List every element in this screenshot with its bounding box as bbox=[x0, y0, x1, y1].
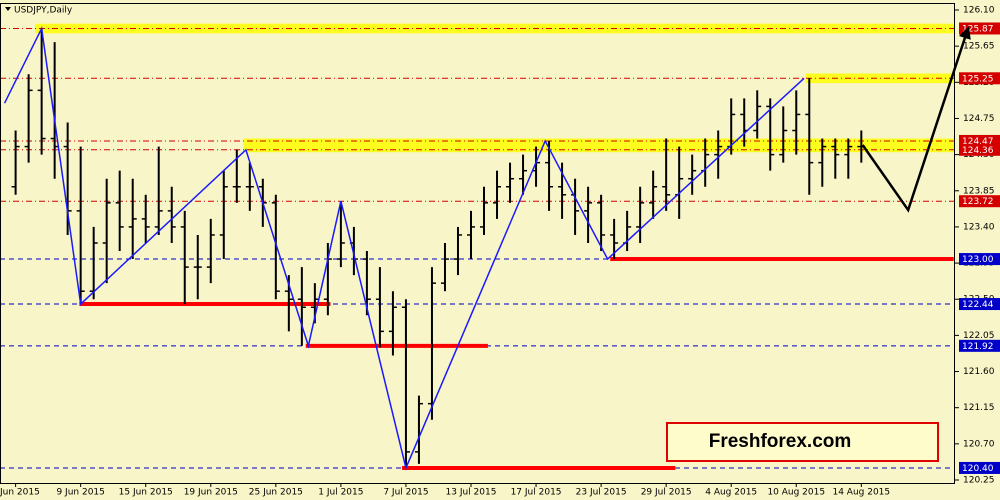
x-tick-label: 23 Jul 2015 bbox=[576, 488, 627, 498]
y-tick-label: 120.25 bbox=[963, 476, 995, 486]
x-tick-label: 15 Jun 2015 bbox=[119, 488, 173, 498]
level-label-box bbox=[959, 195, 1000, 208]
level-label-box bbox=[959, 339, 1000, 352]
level-label: 124.47 bbox=[962, 137, 994, 147]
watermark: Freshforex.com bbox=[709, 431, 852, 452]
forecast-arrow bbox=[861, 26, 971, 213]
zone bbox=[243, 138, 955, 153]
x-tick-label: 3 Jun 2015 bbox=[0, 488, 40, 498]
level-label-box bbox=[959, 253, 1000, 266]
plot-frame bbox=[0, 3, 955, 484]
y-tick-label: 121.60 bbox=[963, 367, 995, 377]
y-tick-label: 124.75 bbox=[963, 114, 995, 124]
level-label-box bbox=[959, 298, 1000, 311]
level-label: 121.92 bbox=[962, 342, 994, 352]
x-tick-label: 7 Jul 2015 bbox=[383, 488, 428, 498]
y-tick-label: 121.15 bbox=[963, 403, 995, 413]
watermark-box bbox=[666, 422, 939, 462]
level-label: 120.40 bbox=[962, 464, 994, 474]
x-tick-label: 17 Jul 2015 bbox=[511, 488, 562, 498]
x-tick-label: 25 Jun 2015 bbox=[249, 488, 303, 498]
y-tick-label: 123.85 bbox=[963, 186, 995, 196]
x-tick-label: 1 Jul 2015 bbox=[318, 488, 363, 498]
y-tick-label: 125.65 bbox=[963, 42, 995, 52]
y-tick-label: 120.70 bbox=[963, 439, 995, 449]
price-axis: 126.10125.65125.20124.75124.30123.85123.… bbox=[955, 6, 1000, 486]
x-tick-label: 29 Jul 2015 bbox=[641, 488, 692, 498]
menu-icon bbox=[5, 7, 11, 11]
x-tick-label: 13 Jul 2015 bbox=[446, 488, 497, 498]
plot-area bbox=[0, 23, 955, 471]
x-tick-label: 10 Aug 2015 bbox=[767, 488, 825, 498]
x-tick-label: 14 Aug 2015 bbox=[832, 488, 890, 498]
level-label-box bbox=[959, 143, 1000, 156]
y-tick-label: 126.10 bbox=[963, 6, 995, 16]
level-label: 123.72 bbox=[962, 197, 994, 207]
level-label: 125.87 bbox=[962, 24, 994, 34]
chart-title: USDJPY,Daily bbox=[14, 6, 73, 16]
y-tick-label: 123.40 bbox=[963, 222, 995, 232]
x-tick-label: 19 Jun 2015 bbox=[184, 488, 238, 498]
level-label: 125.25 bbox=[962, 74, 994, 84]
x-tick-label: 4 Aug 2015 bbox=[705, 488, 757, 498]
level-label: 123.00 bbox=[962, 255, 994, 265]
level-label-box bbox=[959, 72, 1000, 85]
level-label: 122.44 bbox=[962, 300, 994, 310]
level-label: 124.36 bbox=[962, 146, 994, 156]
zigzag-line bbox=[3, 25, 805, 471]
level-label-box bbox=[959, 22, 1000, 35]
y-tick-label: 122.05 bbox=[963, 331, 995, 341]
level-label-box bbox=[959, 461, 1000, 474]
x-tick-label: 9 Jun 2015 bbox=[56, 488, 104, 498]
